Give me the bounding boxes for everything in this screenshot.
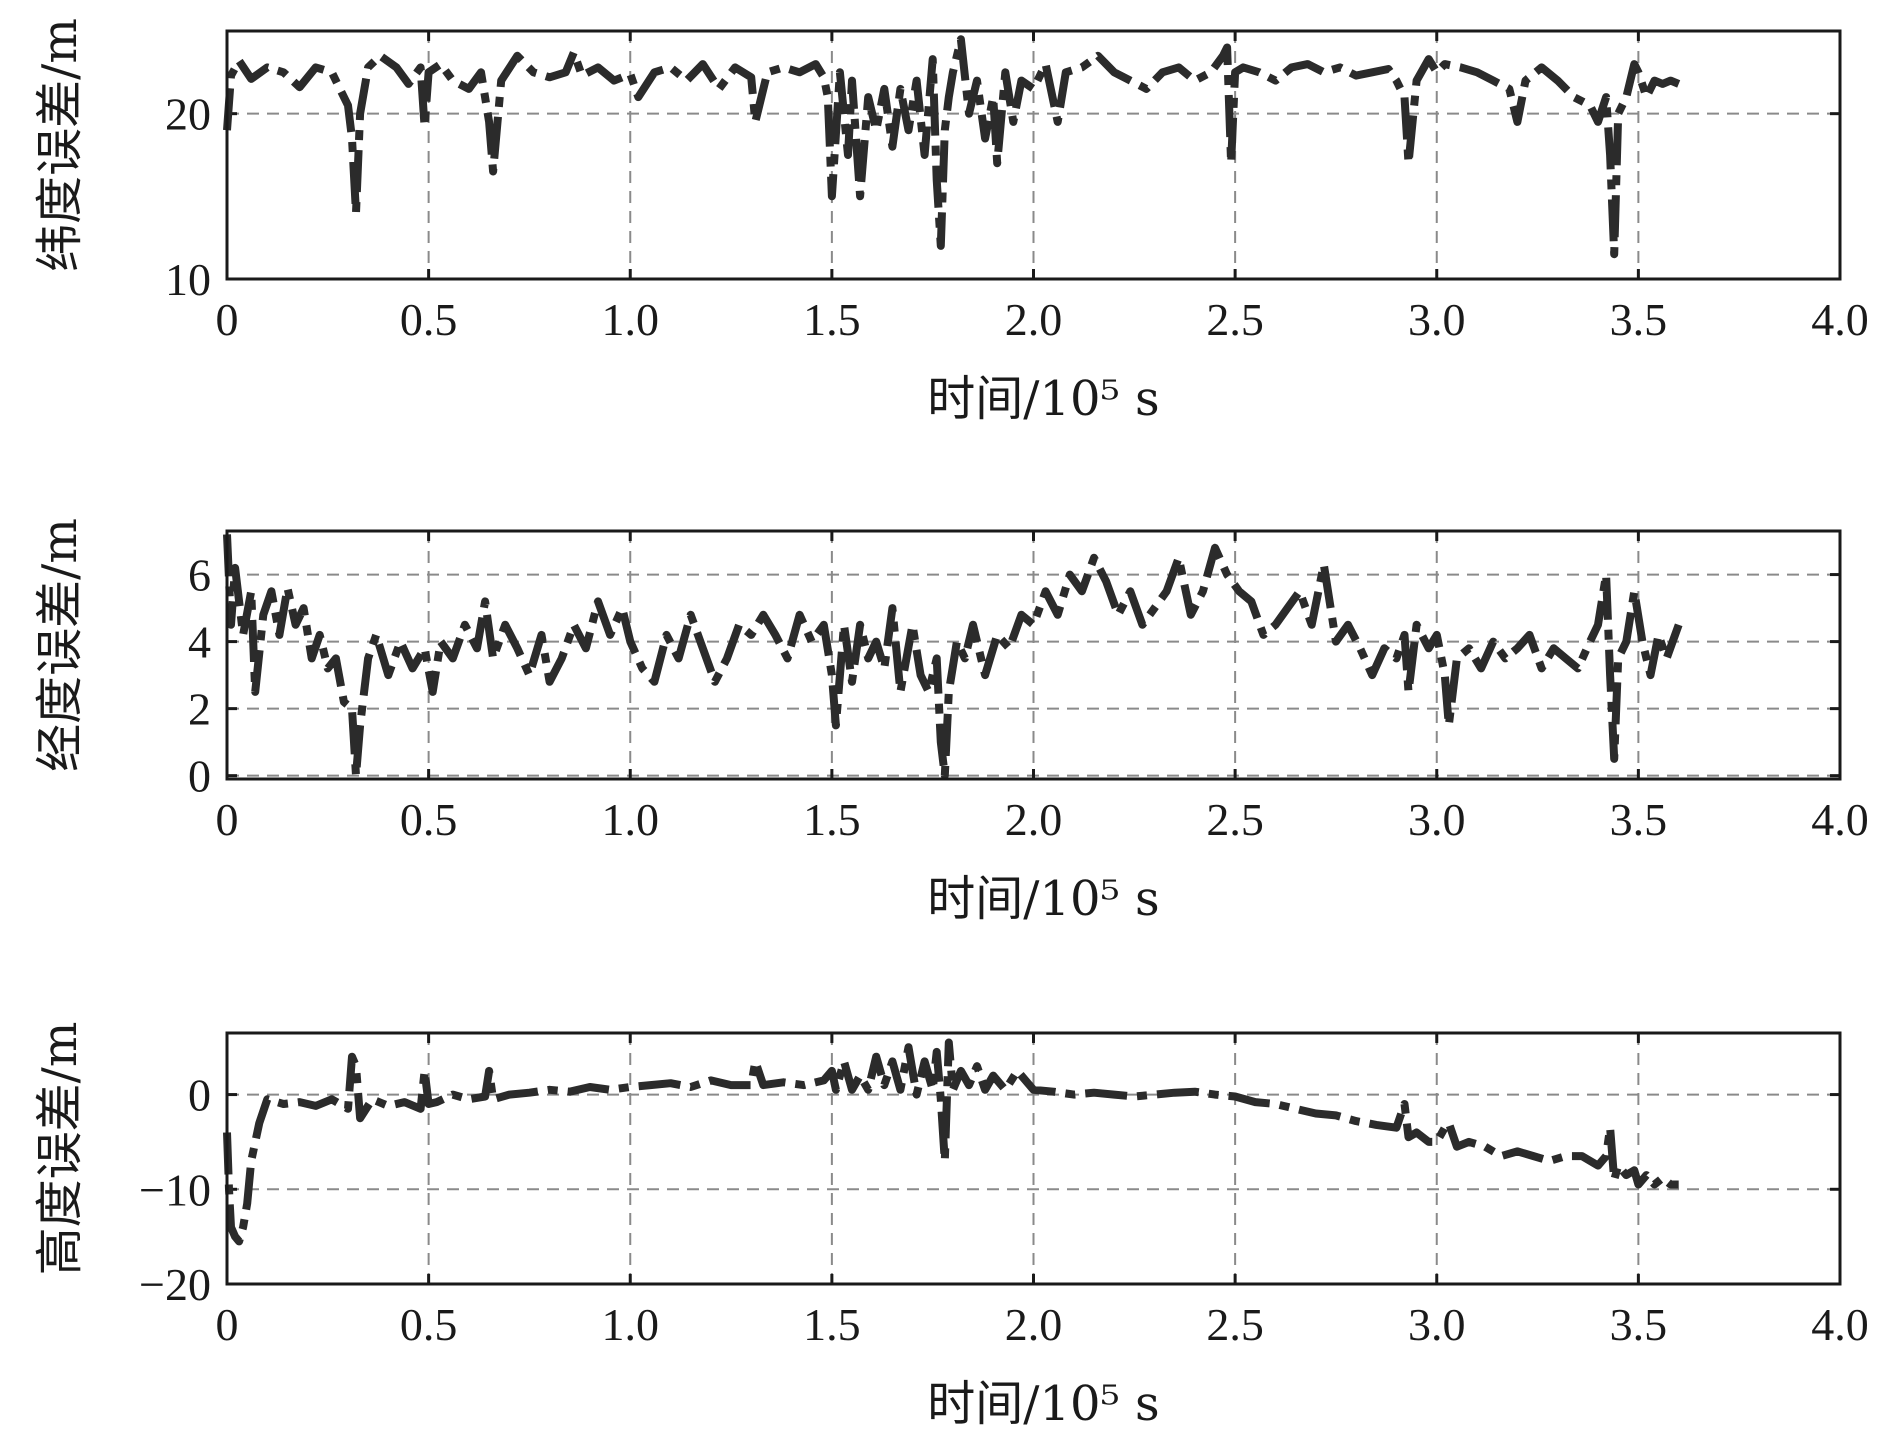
x-tick-label: 3.5 <box>1610 794 1668 845</box>
y-tick-label: −10 <box>139 1164 211 1215</box>
x-tick-label: 1.0 <box>602 1299 660 1350</box>
y-axis-label: 经度误差/m <box>32 518 88 772</box>
y-axis-label: 高度误差/m <box>32 1022 88 1276</box>
x-tick-label: 2.0 <box>1005 294 1063 345</box>
y-tick-label: 6 <box>188 550 211 601</box>
y-tick-label: 10 <box>165 254 211 305</box>
x-tick-label: 1.5 <box>803 1299 861 1350</box>
x-tick-label: 3.0 <box>1408 794 1466 845</box>
x-tick-label: 0.5 <box>400 294 458 345</box>
x-tick-label: 3.5 <box>1610 294 1668 345</box>
x-tick-label: 4.0 <box>1811 294 1869 345</box>
altitude-error-series-line <box>223 1038 1679 1246</box>
x-tick-label: 2.0 <box>1005 1299 1063 1350</box>
longitude-error-series-line <box>223 534 1683 780</box>
x-tick-label: 3.0 <box>1408 1299 1466 1350</box>
plot-frame <box>225 529 1842 781</box>
x-axis-label: 时间/10⁵ s <box>927 871 1159 927</box>
x-tick-label: 1.5 <box>803 294 861 345</box>
x-tick-label: 0.5 <box>400 1299 458 1350</box>
latitude-error-series-line <box>223 35 1681 259</box>
x-tick-label: 2.5 <box>1206 294 1264 345</box>
x-tick-label: 4.0 <box>1811 1299 1869 1350</box>
x-tick-label: 0 <box>216 294 239 345</box>
x-tick-label: 3.5 <box>1610 1299 1668 1350</box>
y-tick-label: 0 <box>188 1070 211 1121</box>
x-tick-label: 0.5 <box>400 794 458 845</box>
x-tick-label: 1.0 <box>602 294 660 345</box>
x-tick-label: 0 <box>216 794 239 845</box>
x-tick-label: 2.5 <box>1206 794 1264 845</box>
y-tick-label: 0 <box>188 751 211 802</box>
latitude-error-panel: 0 0.5 1.0 1.5 2.0 2.5 3.0 3.5 4.0 10 20 时间/10⁵ s 纬度误… <box>32 18 1869 427</box>
x-tick-label: 1.0 <box>602 794 660 845</box>
x-axis-label: 时间/10⁵ s <box>927 371 1159 427</box>
altitude-error-panel: 0 0.5 1.0 1.5 2.0 2.5 3.0 3.5 4.0 −20 −10 0 时间/10⁵ s… <box>32 1022 1869 1429</box>
y-tick-label: −20 <box>139 1259 211 1310</box>
y-tick-label: 20 <box>165 89 211 140</box>
x-tick-label: 2.0 <box>1005 794 1063 845</box>
x-tick-label: 2.5 <box>1206 1299 1264 1350</box>
y-tick-label: 4 <box>188 617 211 668</box>
plot-frame <box>225 29 1842 281</box>
x-tick-label: 0 <box>216 1299 239 1350</box>
x-tick-label: 3.0 <box>1408 294 1466 345</box>
y-tick-label: 2 <box>188 684 211 735</box>
x-tick-label: 4.0 <box>1811 794 1869 845</box>
x-axis-label: 时间/10⁵ s <box>927 1376 1159 1429</box>
x-tick-label: 1.5 <box>803 794 861 845</box>
longitude-error-panel: 0 0.5 1.0 1.5 2.0 2.5 3.0 3.5 4.0 0 2 4 6 时间/10⁵ s 经度误… <box>32 518 1869 927</box>
y-axis-label: 纬度误差/m <box>32 18 88 272</box>
plot-frame <box>225 1031 1842 1286</box>
